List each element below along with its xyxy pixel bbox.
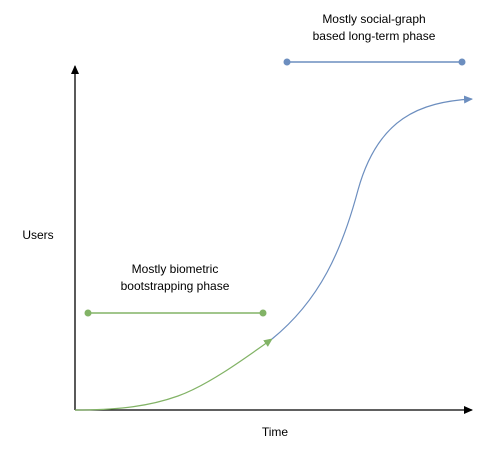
growth-curve-late xyxy=(271,95,473,340)
phase-endpoint xyxy=(283,58,291,66)
phase-endpoint xyxy=(458,58,466,66)
phase-endpoint xyxy=(84,309,92,317)
phase-label: bootstrapping phase xyxy=(121,279,230,293)
growth-curve-early xyxy=(74,338,273,411)
x-axis-label: Time xyxy=(262,425,289,439)
phase-endpoint xyxy=(259,309,267,317)
phase-label: Mostly social-graph xyxy=(322,12,425,26)
phase-label: based long-term phase xyxy=(313,29,436,43)
phase-label: Mostly biometric xyxy=(132,262,219,276)
y-axis-label: Users xyxy=(22,228,53,242)
